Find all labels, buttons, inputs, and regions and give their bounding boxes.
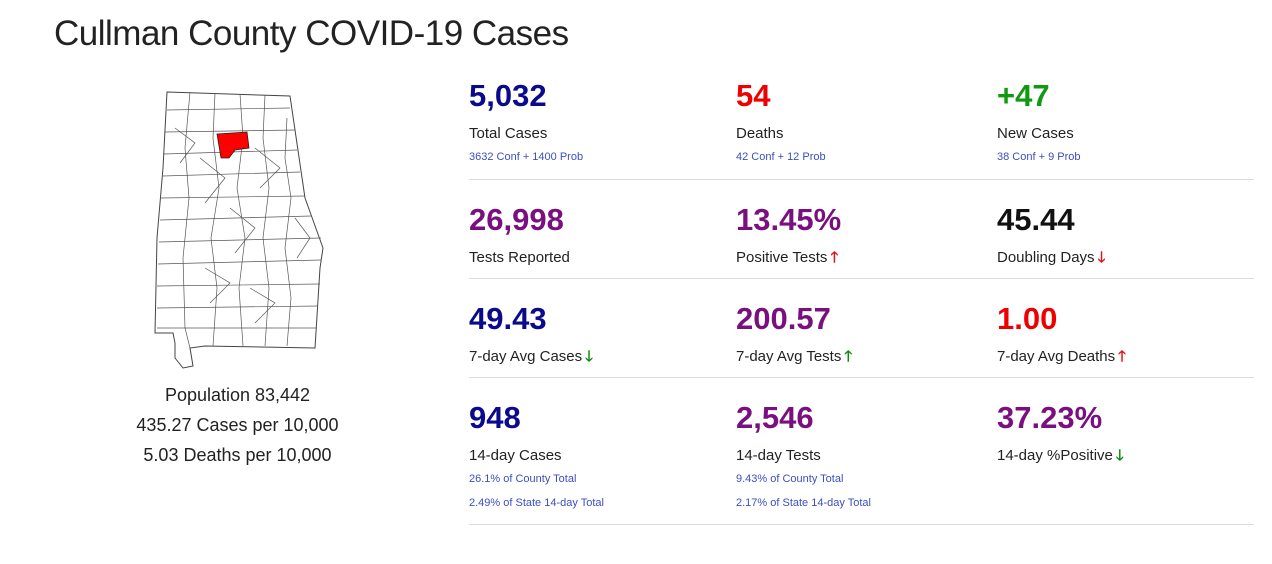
stat-14day-cases: 948 14-day Cases 26.1% of County Total 2… [469,400,604,510]
up-arrow-icon: 🡑 [1118,348,1126,365]
down-arrow-icon: 🡓 [1097,249,1106,266]
cullman-county-highlight [216,131,250,159]
new-cases-label: New Cases [997,125,1074,142]
avg7-cases-label-wrap: 7-day Avg Cases 🡓 [469,347,593,367]
cases-per-10k-text: 435.27 Cases per 10,000 [136,415,339,435]
stat-avg7-cases: 49.43 7-day Avg Cases 🡓 [469,301,593,367]
stats-row-totals: 5,032 Total Cases 3632 Conf + 1400 Prob … [469,78,1254,180]
positive-tests-value: 13.45% [736,202,842,237]
deaths-per-10k-text: 5.03 Deaths per 10,000 [143,445,332,465]
doubling-days-label: Doubling Days [997,249,1095,266]
d14-tests-label: 14-day Tests [736,447,821,464]
avg7-tests-label-wrap: 7-day Avg Tests 🡑 [736,347,852,367]
avg7-deaths-value: 1.00 [997,301,1058,336]
county-summary: Population 83,442 435.27 Cases per 10,00… [110,380,365,470]
d14-cases-county-share: 26.1% of County Total [469,473,577,485]
deaths-breakdown: 42 Conf + 12 Prob [736,151,826,163]
new-cases-breakdown: 38 Conf + 9 Prob [997,151,1081,163]
d14-tests-value: 2,546 [736,400,814,435]
stat-deaths: 54 Deaths 42 Conf + 12 Prob [736,78,826,164]
d14-tests-state-share: 2.17% of State 14-day Total [736,497,871,509]
stats-row-14day: 948 14-day Cases 26.1% of County Total 2… [469,378,1254,525]
stat-new-cases: +47 New Cases 38 Conf + 9 Prob [997,78,1080,164]
total-cases-label: Total Cases [469,125,548,142]
stat-tests-reported: 26,998 Tests Reported [469,202,570,268]
d14-tests-county-share: 9.43% of County Total [736,473,844,485]
d14-cases-label: 14-day Cases [469,447,562,464]
down-arrow-icon: 🡓 [1115,447,1124,464]
deaths-label: Deaths [736,125,784,142]
new-cases-value: +47 [997,78,1050,113]
stat-14day-positive: 37.23% 14-day %Positive 🡓 [997,400,1124,466]
state-outline [154,91,324,369]
avg7-tests-label: 7-day Avg Tests [736,348,842,365]
stat-avg7-tests: 200.57 7-day Avg Tests 🡑 [736,301,852,367]
d14-positive-label: 14-day %Positive [997,447,1113,464]
down-arrow-icon: 🡓 [585,348,593,365]
total-cases-value: 5,032 [469,78,547,113]
up-arrow-icon: 🡑 [844,348,853,365]
stat-doubling-days: 45.44 Doubling Days 🡓 [997,202,1105,268]
tests-reported-value: 26,998 [469,202,564,237]
alabama-map-svg [154,91,324,369]
stats-row-tests: 26,998 Tests Reported 13.45% Positive Te… [469,180,1254,279]
population-text: Population 83,442 [164,385,311,405]
stat-avg7-deaths: 1.00 7-day Avg Deaths 🡑 [997,301,1126,367]
doubling-days-label-wrap: Doubling Days 🡓 [997,248,1105,268]
avg7-deaths-label: 7-day Avg Deaths [997,348,1116,365]
d14-positive-value: 37.23% [997,400,1103,435]
stat-positive-tests: 13.45% Positive Tests 🡑 [736,202,841,268]
avg7-tests-value: 200.57 [736,301,831,336]
stats-row-averages: 49.43 7-day Avg Cases 🡓 200.57 7-day Avg … [469,279,1254,378]
doubling-days-value: 45.44 [997,202,1075,237]
d14-positive-label-wrap: 14-day %Positive 🡓 [997,446,1124,466]
page-title: Cullman County COVID-19 Cases [54,14,569,53]
deaths-value: 54 [736,78,771,113]
stats-grid: 5,032 Total Cases 3632 Conf + 1400 Prob … [469,78,1254,525]
alabama-county-map [145,88,330,373]
positive-tests-label: Positive Tests [736,249,828,266]
stat-total-cases: 5,032 Total Cases 3632 Conf + 1400 Prob [469,78,583,164]
positive-tests-label-wrap: Positive Tests 🡑 [736,248,841,268]
d14-cases-value: 948 [469,400,521,435]
d14-cases-state-share: 2.49% of State 14-day Total [469,497,604,509]
avg7-deaths-label-wrap: 7-day Avg Deaths 🡑 [997,347,1126,367]
avg7-cases-value: 49.43 [469,301,547,336]
stat-14day-tests: 2,546 14-day Tests 9.43% of County Total… [736,400,871,510]
total-cases-breakdown: 3632 Conf + 1400 Prob [469,151,584,163]
up-arrow-icon: 🡑 [830,249,839,266]
tests-reported-label: Tests Reported [469,249,570,266]
avg7-cases-label: 7-day Avg Cases [469,348,583,365]
